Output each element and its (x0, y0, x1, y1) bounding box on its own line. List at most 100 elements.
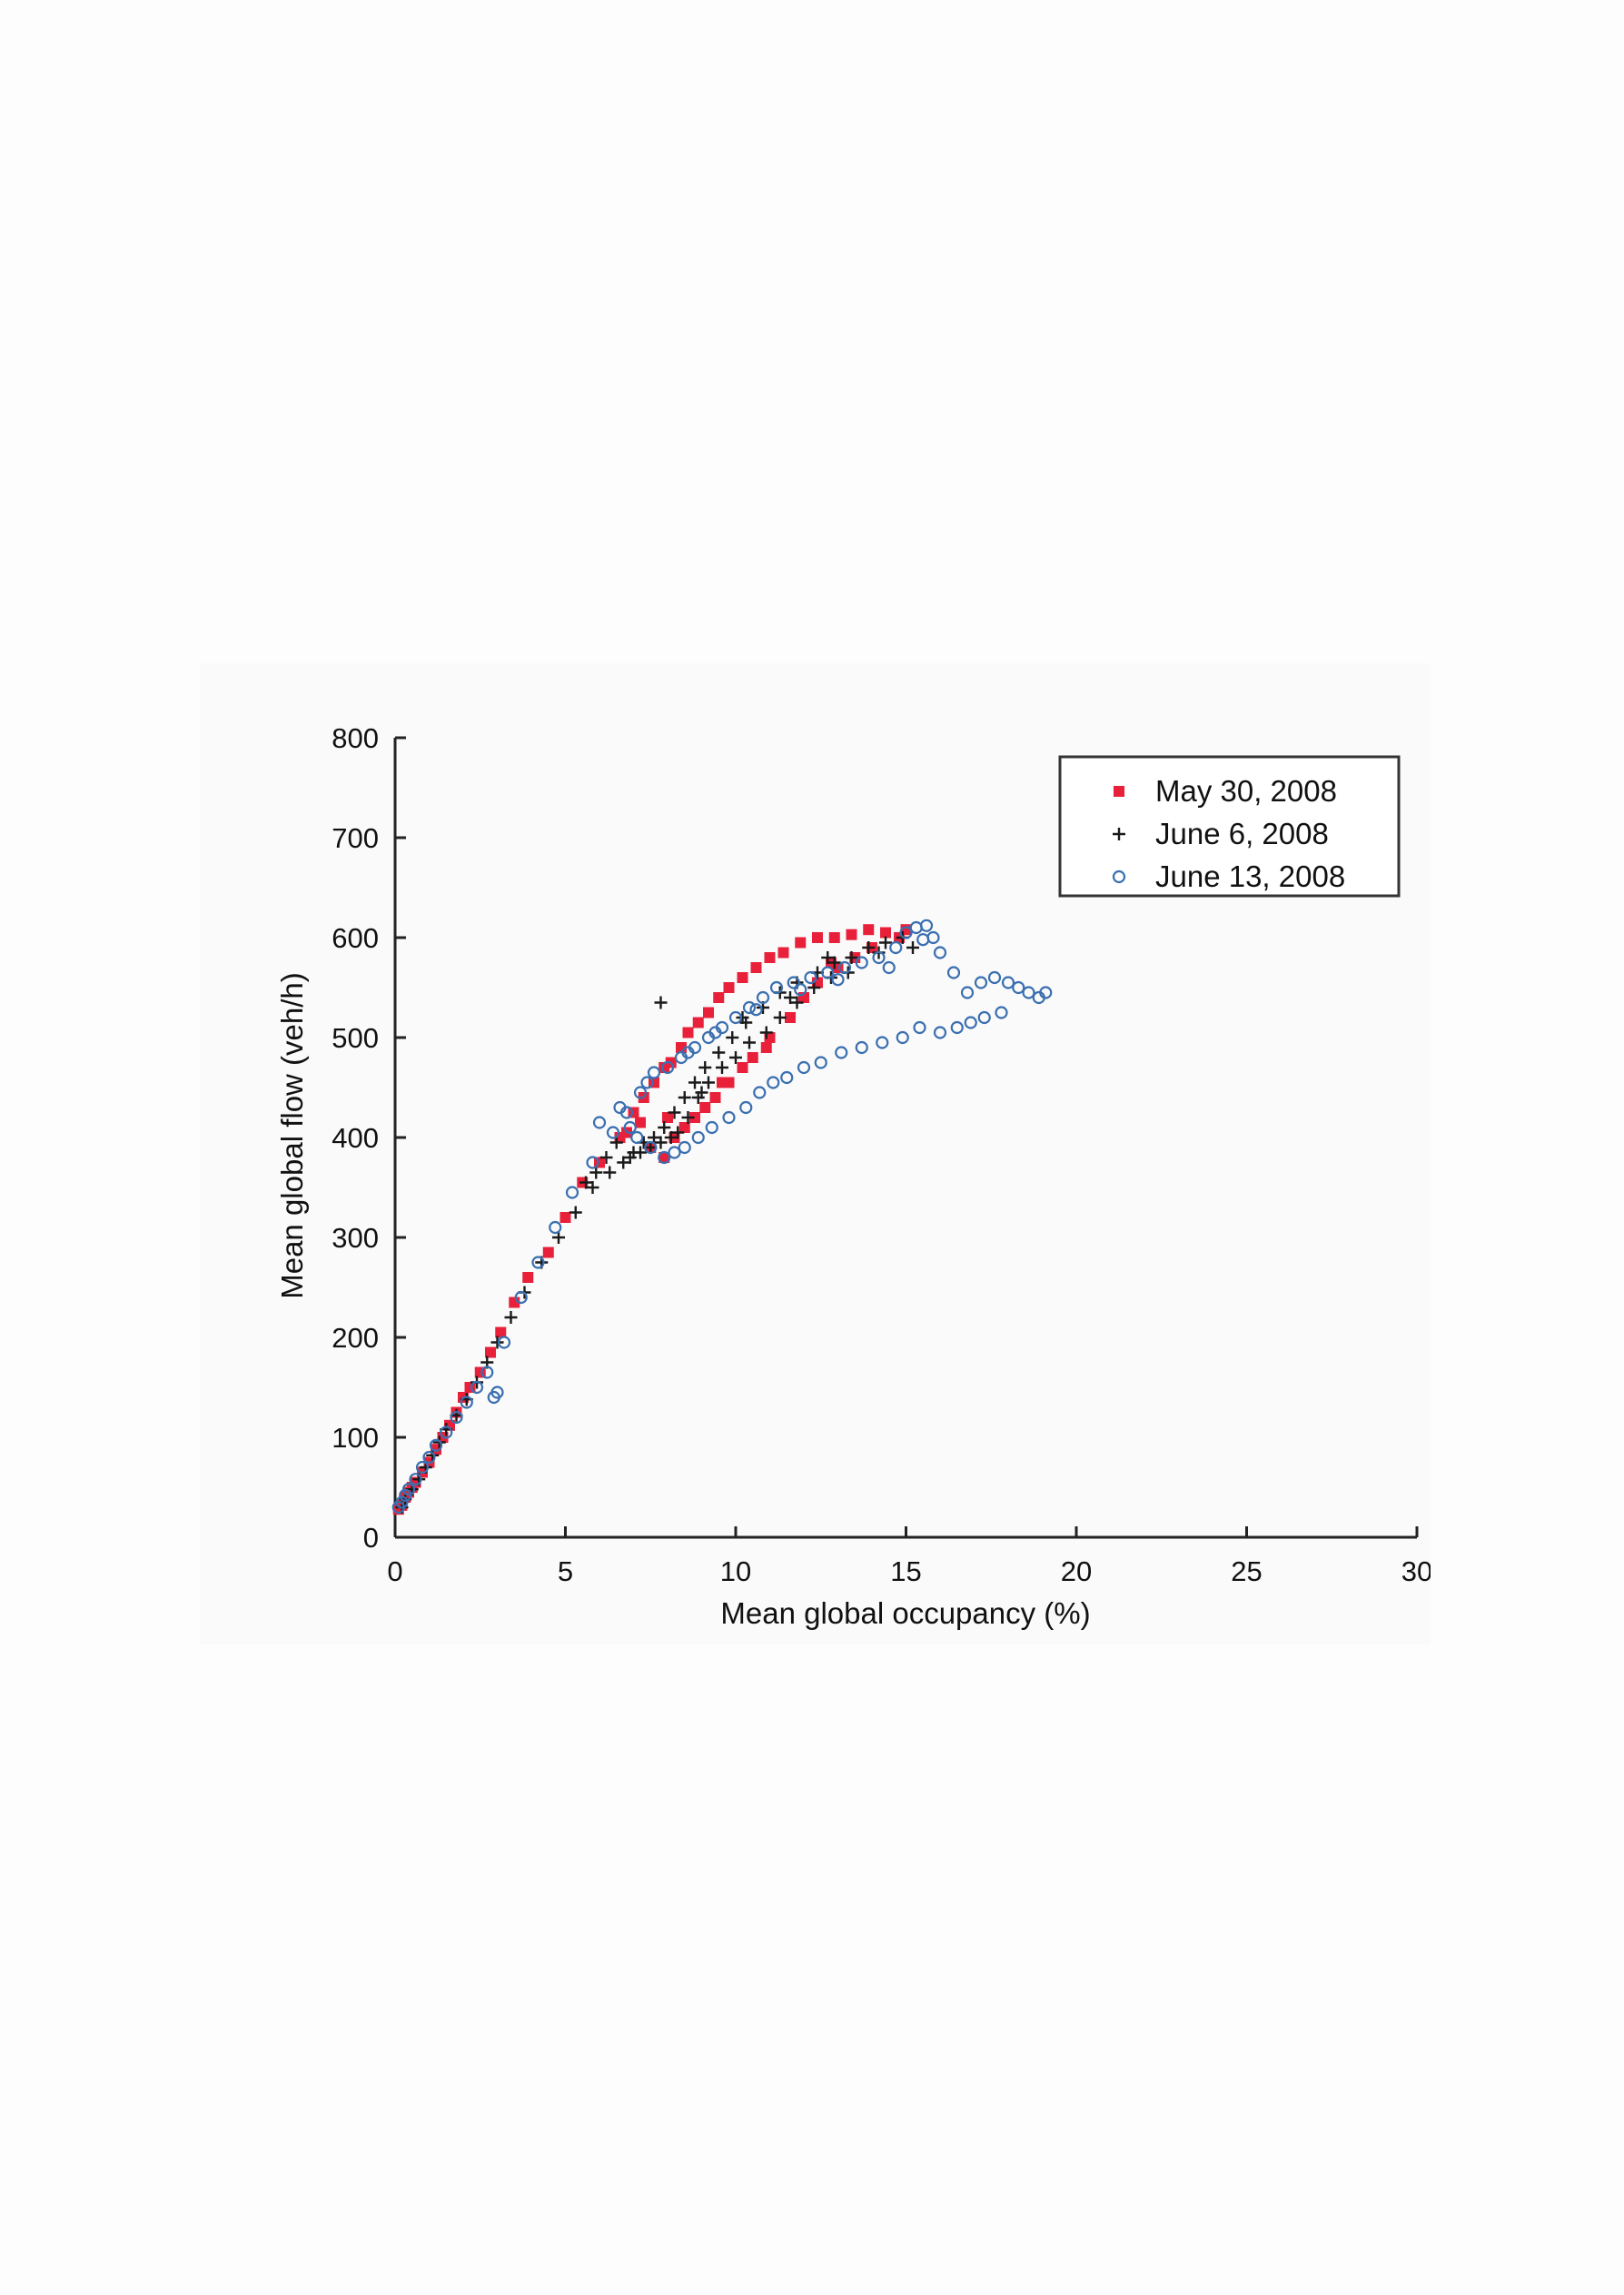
data-point (835, 1046, 848, 1059)
legend-label: May 30, 2008 (1155, 774, 1337, 808)
data-point (692, 1017, 704, 1028)
y-tick-label: 500 (332, 1022, 379, 1054)
data-point (863, 924, 875, 936)
data-point (743, 1036, 756, 1049)
data-point (606, 1126, 620, 1139)
data-point (933, 946, 947, 959)
data-point (495, 1326, 507, 1338)
data-point (531, 1256, 545, 1269)
data-point (634, 1146, 647, 1159)
data-point (552, 1231, 565, 1244)
data-point (821, 951, 835, 964)
data-point (409, 1473, 422, 1486)
y-tick-label: 800 (332, 722, 379, 754)
data-point (906, 941, 919, 954)
data-point (613, 1100, 627, 1115)
data-point (565, 1186, 579, 1199)
data-point (559, 1212, 571, 1223)
data-point (946, 966, 961, 979)
y-tick-label: 300 (332, 1222, 379, 1254)
data-point (522, 1272, 534, 1283)
data-point (630, 1130, 644, 1145)
data-point (933, 1026, 947, 1039)
data-point (678, 1122, 690, 1133)
data-point (691, 1130, 705, 1145)
y-tick-label: 700 (332, 822, 379, 854)
data-point (426, 1448, 440, 1462)
y-tick-label: 600 (332, 922, 379, 954)
x-tick-label: 5 (558, 1555, 573, 1587)
data-point (737, 972, 748, 983)
data-point (821, 966, 835, 979)
data-point (926, 930, 940, 945)
data-point (688, 1076, 701, 1089)
data-point (709, 1092, 721, 1103)
data-point (753, 1086, 767, 1099)
data-point (913, 1020, 926, 1035)
legend-label: June 6, 2008 (1155, 817, 1329, 850)
data-point (689, 1112, 700, 1123)
data-point (807, 981, 821, 994)
data-point (415, 1460, 430, 1475)
data-point (668, 1106, 681, 1119)
data-point (909, 920, 923, 935)
data-point (542, 1247, 554, 1258)
data-point (760, 1042, 772, 1053)
data-point (609, 1136, 623, 1149)
data-point (579, 1176, 592, 1189)
data-point (589, 1166, 603, 1179)
data-point (773, 1011, 787, 1024)
data-point (726, 1031, 739, 1044)
data-point (846, 929, 857, 940)
y-tick-label: 200 (332, 1322, 379, 1354)
data-point (440, 1426, 453, 1439)
data-point (699, 1102, 711, 1113)
series-0 (392, 924, 912, 1515)
data-point (603, 1166, 617, 1179)
data-point (705, 1120, 718, 1135)
data-point (695, 1086, 708, 1099)
data-point (514, 1290, 528, 1305)
data-point (660, 1060, 675, 1075)
legend-label: June 13, 2008 (1155, 859, 1345, 893)
data-point (662, 1112, 673, 1123)
data-point (737, 1062, 748, 1073)
data-point (1039, 986, 1053, 999)
data-point (750, 962, 762, 973)
data-point (950, 1020, 964, 1035)
y-tick-label: 0 (363, 1522, 379, 1554)
x-tick-label: 0 (387, 1555, 402, 1587)
data-point (450, 1410, 463, 1425)
data-point (664, 1131, 678, 1144)
data-point (827, 956, 841, 969)
data-point (899, 926, 913, 939)
data-point (916, 933, 930, 947)
data-point (790, 996, 804, 1009)
data-point (644, 1141, 658, 1154)
data-point (647, 1066, 661, 1079)
legend: May 30, 2008 June 6, 2008 June 13, 2008 (1058, 755, 1401, 898)
data-point (828, 932, 840, 943)
data-point (681, 1111, 695, 1124)
data-point (485, 1346, 496, 1358)
data-point (592, 1116, 607, 1129)
data-point (480, 1366, 494, 1379)
data-point (769, 980, 784, 995)
data-point (974, 976, 988, 989)
data-point (682, 1027, 694, 1038)
data-point (995, 1006, 1008, 1019)
data-point (623, 1120, 637, 1135)
data-point (728, 1010, 743, 1025)
data-point (654, 1136, 668, 1149)
data-point (837, 960, 852, 975)
data-point (814, 1056, 827, 1069)
data-point (703, 1007, 714, 1018)
data-point (713, 992, 725, 1003)
legend-marker (1113, 828, 1125, 840)
data-point (401, 1483, 416, 1496)
data-point (623, 1151, 637, 1164)
data-point (504, 1311, 518, 1324)
data-point (794, 983, 807, 997)
x-axis-title: Mean global occupancy (%) (720, 1596, 1090, 1630)
data-point (764, 952, 776, 963)
